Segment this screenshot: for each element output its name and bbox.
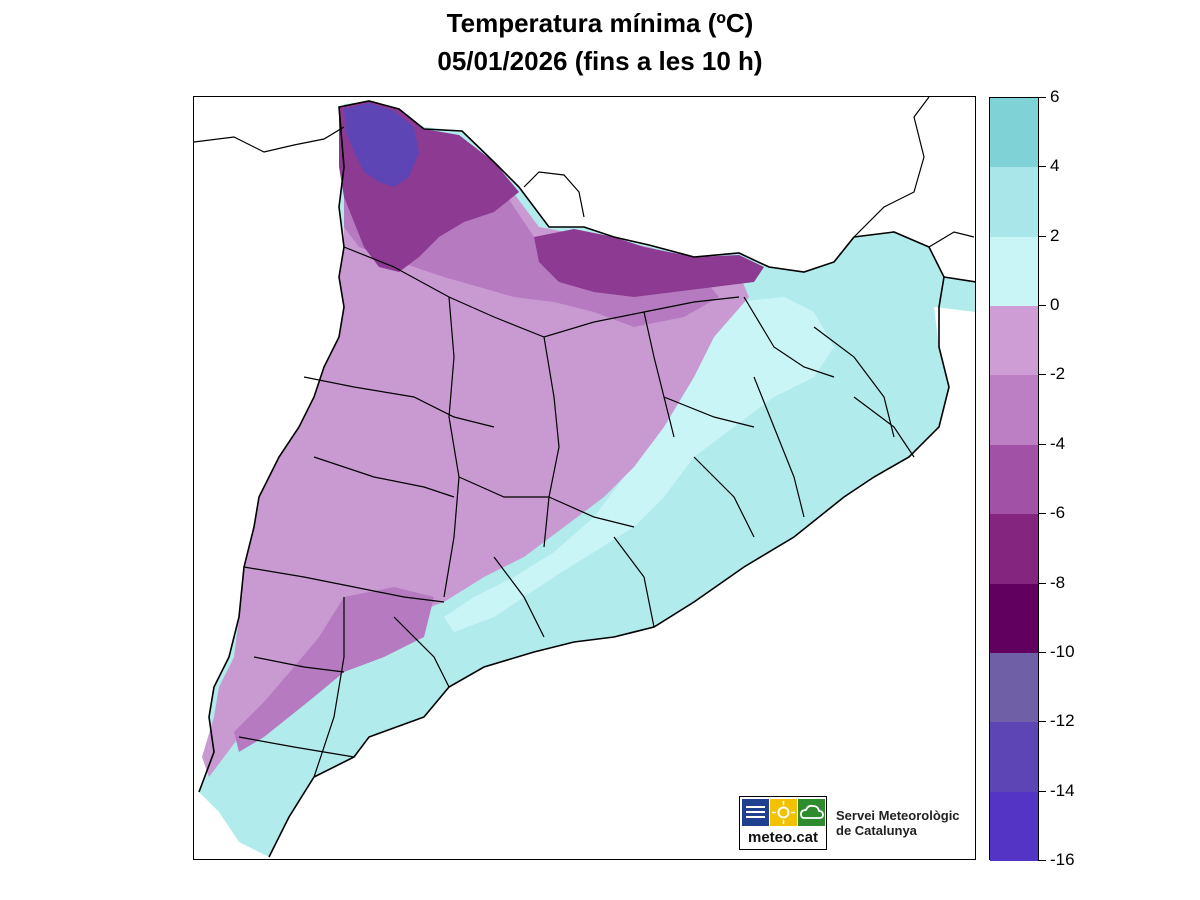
legend-tick-label: 0 (1050, 295, 1060, 315)
legend-band (990, 98, 1038, 168)
legend-tick (1038, 513, 1046, 515)
legend-band (990, 514, 1038, 584)
legend-tick-label: 2 (1050, 225, 1060, 245)
legend-tick (1038, 443, 1046, 445)
legend-band (990, 167, 1038, 237)
legend-band (990, 583, 1038, 653)
comarca-boundaries (238, 246, 915, 778)
organisation-line-2: de Catalunya (836, 823, 917, 838)
legend-band (990, 722, 1038, 792)
legend-tick (1038, 235, 1046, 237)
catalonia-border (198, 100, 945, 793)
map-frame (193, 96, 976, 860)
region-extreme-cold (344, 103, 419, 187)
legend-tick (1038, 374, 1046, 376)
legend-tick-label: -6 (1050, 503, 1066, 523)
legend-tick-label: -4 (1050, 433, 1066, 453)
legend-tick (1038, 97, 1046, 98)
legend-band (990, 375, 1038, 445)
legend-band (990, 652, 1038, 723)
legend-band (990, 236, 1038, 307)
coastline (268, 276, 975, 858)
legend-band (990, 306, 1038, 376)
region-mild (444, 297, 834, 632)
legend-tick-label: -16 (1050, 850, 1075, 869)
neighbour-border-north (194, 97, 975, 263)
logo-brand-text: meteo.cat (747, 829, 819, 846)
legend-tick (1038, 166, 1046, 168)
map-subtitle-date: 05/01/2026 (fins a les 10 h) (437, 46, 763, 76)
catalonia-temperature-map (194, 97, 975, 858)
region-pyrenees-east (534, 229, 764, 297)
temperature-colour-scale (989, 97, 1039, 861)
map-title: Temperatura mínima (ºC) (446, 8, 754, 38)
legend-tick (1038, 790, 1046, 792)
legend-tick (1038, 721, 1046, 723)
legend-tick (1038, 582, 1046, 584)
legend-band (990, 791, 1038, 861)
cloud-icon (798, 799, 825, 826)
legend-tick-label: 6 (1050, 87, 1060, 106)
legend-band (990, 444, 1038, 515)
legend-tick-label: -10 (1050, 641, 1075, 661)
meteocat-logo: meteo.cat (739, 796, 827, 850)
legend-tick-label: -14 (1050, 780, 1075, 800)
legend-tick (1038, 305, 1046, 307)
legend-tick-label: -8 (1050, 572, 1066, 592)
legend-tick-label: -2 (1050, 364, 1066, 384)
legend-tick (1038, 860, 1046, 861)
organisation-name: Servei Meteorològic de Catalunya (836, 808, 960, 838)
region-colder-south (234, 587, 434, 752)
legend-tick (1038, 651, 1046, 653)
legend-tick-label: -12 (1050, 711, 1075, 731)
organisation-line-1: Servei Meteorològic (836, 808, 960, 823)
sun-icon (770, 799, 797, 826)
legend-tick-label: 4 (1050, 156, 1060, 176)
waves-icon (742, 799, 769, 826)
